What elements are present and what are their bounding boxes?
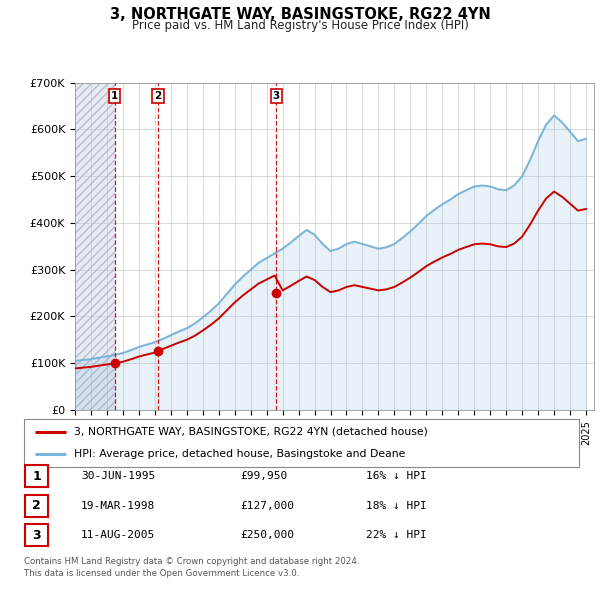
Text: HPI: Average price, detached house, Basingstoke and Deane: HPI: Average price, detached house, Basi… <box>74 449 406 459</box>
Text: Price paid vs. HM Land Registry's House Price Index (HPI): Price paid vs. HM Land Registry's House … <box>131 19 469 32</box>
Text: £250,000: £250,000 <box>240 530 294 540</box>
Bar <box>75 83 115 410</box>
Text: £127,000: £127,000 <box>240 501 294 510</box>
Text: 11-AUG-2005: 11-AUG-2005 <box>81 530 155 540</box>
Text: 3, NORTHGATE WAY, BASINGSTOKE, RG22 4YN (detached house): 3, NORTHGATE WAY, BASINGSTOKE, RG22 4YN … <box>74 427 428 437</box>
Text: 3: 3 <box>32 529 41 542</box>
Bar <box>25 495 48 516</box>
Text: 2: 2 <box>32 499 41 512</box>
Text: Contains HM Land Registry data © Crown copyright and database right 2024.: Contains HM Land Registry data © Crown c… <box>24 557 359 566</box>
Bar <box>25 525 48 546</box>
Text: 19-MAR-1998: 19-MAR-1998 <box>81 501 155 510</box>
Text: 3, NORTHGATE WAY, BASINGSTOKE, RG22 4YN: 3, NORTHGATE WAY, BASINGSTOKE, RG22 4YN <box>110 7 490 22</box>
Text: £99,950: £99,950 <box>240 471 287 481</box>
Text: 18% ↓ HPI: 18% ↓ HPI <box>366 501 427 510</box>
Text: 3: 3 <box>273 91 280 101</box>
Text: 2: 2 <box>155 91 162 101</box>
Text: 1: 1 <box>111 91 118 101</box>
Text: 16% ↓ HPI: 16% ↓ HPI <box>366 471 427 481</box>
Text: 22% ↓ HPI: 22% ↓ HPI <box>366 530 427 540</box>
Text: This data is licensed under the Open Government Licence v3.0.: This data is licensed under the Open Gov… <box>24 569 299 578</box>
Text: 1: 1 <box>32 470 41 483</box>
Bar <box>75 83 115 410</box>
Bar <box>25 466 48 487</box>
Text: 30-JUN-1995: 30-JUN-1995 <box>81 471 155 481</box>
